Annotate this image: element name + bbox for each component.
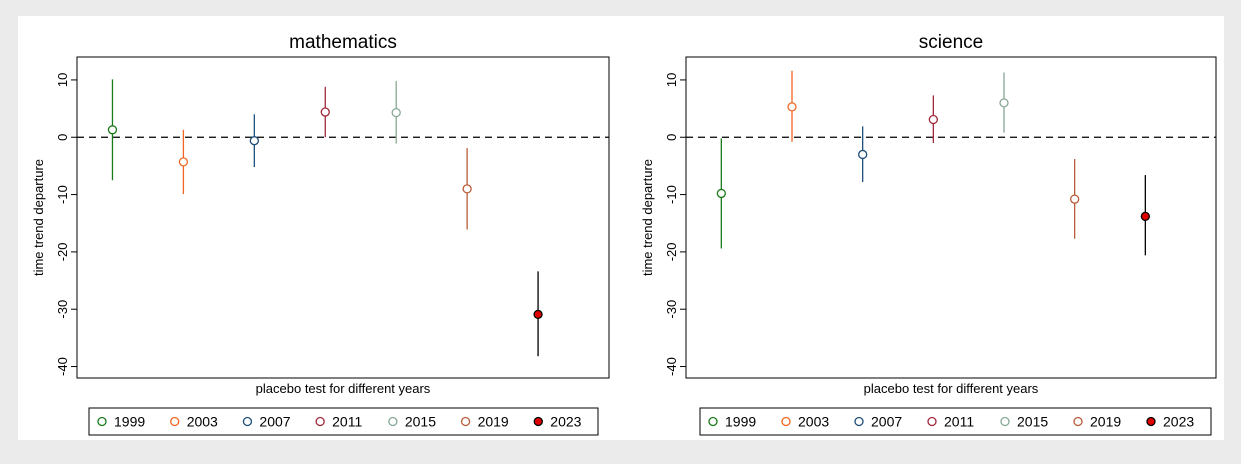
point-2023	[1140, 211, 1150, 222]
legend-marker-2003	[781, 416, 791, 427]
point-2015	[391, 107, 401, 118]
legend-marker-1999	[97, 416, 107, 427]
legend-label-2007: 2007	[259, 414, 290, 430]
legend-label-2023: 2023	[550, 414, 581, 430]
legend-label-2003: 2003	[187, 414, 218, 430]
point-2003	[178, 157, 189, 167]
y-axis-label: time trend departure	[31, 159, 46, 276]
legend-label-2019: 2019	[478, 414, 509, 430]
legend-marker-2015	[388, 416, 398, 427]
y-tick-label: -20	[664, 242, 679, 261]
point-2019	[1070, 194, 1080, 204]
legend: 1999 2003 2007 2011 2015 2019 2023	[699, 407, 1212, 436]
y-tick-label: -10	[664, 185, 679, 204]
legend-label-2011: 2011	[944, 414, 974, 430]
panel-1: science 10 0 -10 -20 -30 -40 time trend departu…	[629, 16, 1224, 440]
legend-label-2003: 2003	[798, 414, 829, 430]
legend-label-2023: 2023	[1163, 414, 1194, 430]
point-2007	[249, 136, 259, 146]
legend-marker-2011	[315, 416, 325, 427]
legend-marker-2007	[854, 416, 864, 427]
point-2011	[320, 107, 330, 117]
legend-label-1999: 1999	[725, 414, 756, 430]
point-2011	[928, 114, 938, 125]
legend-marker-2019	[1073, 416, 1083, 427]
legend-label-2015: 2015	[405, 414, 436, 430]
legend: 1999 2003 2007 2011 2015 2019 2023	[88, 407, 599, 436]
legend-marker-1999	[708, 416, 718, 427]
y-tick-label: 10	[664, 73, 679, 87]
point-2015	[999, 98, 1009, 108]
plot-frame	[76, 56, 610, 379]
point-1999	[107, 125, 118, 135]
y-tick-label: -40	[55, 357, 70, 376]
legend-label-2007: 2007	[871, 414, 902, 430]
legend-label-2015: 2015	[1017, 414, 1048, 430]
point-2003	[787, 102, 797, 112]
x-axis-label: placebo test for different years	[864, 381, 1039, 396]
legend-marker-2007	[242, 416, 253, 427]
legend-marker-2019	[460, 416, 471, 427]
point-2019	[462, 184, 472, 194]
legend-marker-2023	[533, 416, 543, 427]
panel-0: mathematics 10 0 -10 -20 -30 -40 time trend dep…	[18, 16, 632, 440]
legend-marker-2003	[170, 416, 180, 427]
y-tick-label: 0	[664, 134, 679, 141]
plot-frame	[685, 56, 1217, 379]
y-tick-label: -30	[664, 300, 679, 319]
y-tick-label: 10	[55, 73, 70, 87]
panel-background	[629, 16, 1224, 440]
legend-marker-2023	[1146, 416, 1156, 427]
legend-marker-2011	[927, 416, 937, 427]
point-1999	[716, 188, 726, 199]
y-tick-label: -10	[55, 185, 70, 204]
legend-marker-2015	[1000, 416, 1010, 427]
point-2023	[533, 309, 543, 320]
panel-background	[18, 16, 632, 440]
y-tick-label: -40	[664, 357, 679, 376]
chart-title: mathematics	[289, 32, 397, 53]
y-tick-label: -20	[55, 242, 70, 261]
chart-title: science	[919, 32, 983, 53]
y-tick-label: 0	[55, 134, 70, 141]
x-axis-label: placebo test for different years	[256, 381, 431, 396]
legend-label-1999: 1999	[114, 414, 145, 430]
point-2007	[858, 149, 868, 160]
legend-label-2019: 2019	[1090, 414, 1121, 430]
legend-label-2011: 2011	[332, 414, 362, 430]
y-tick-label: -30	[55, 300, 70, 319]
y-axis-label: time trend departure	[640, 159, 655, 276]
